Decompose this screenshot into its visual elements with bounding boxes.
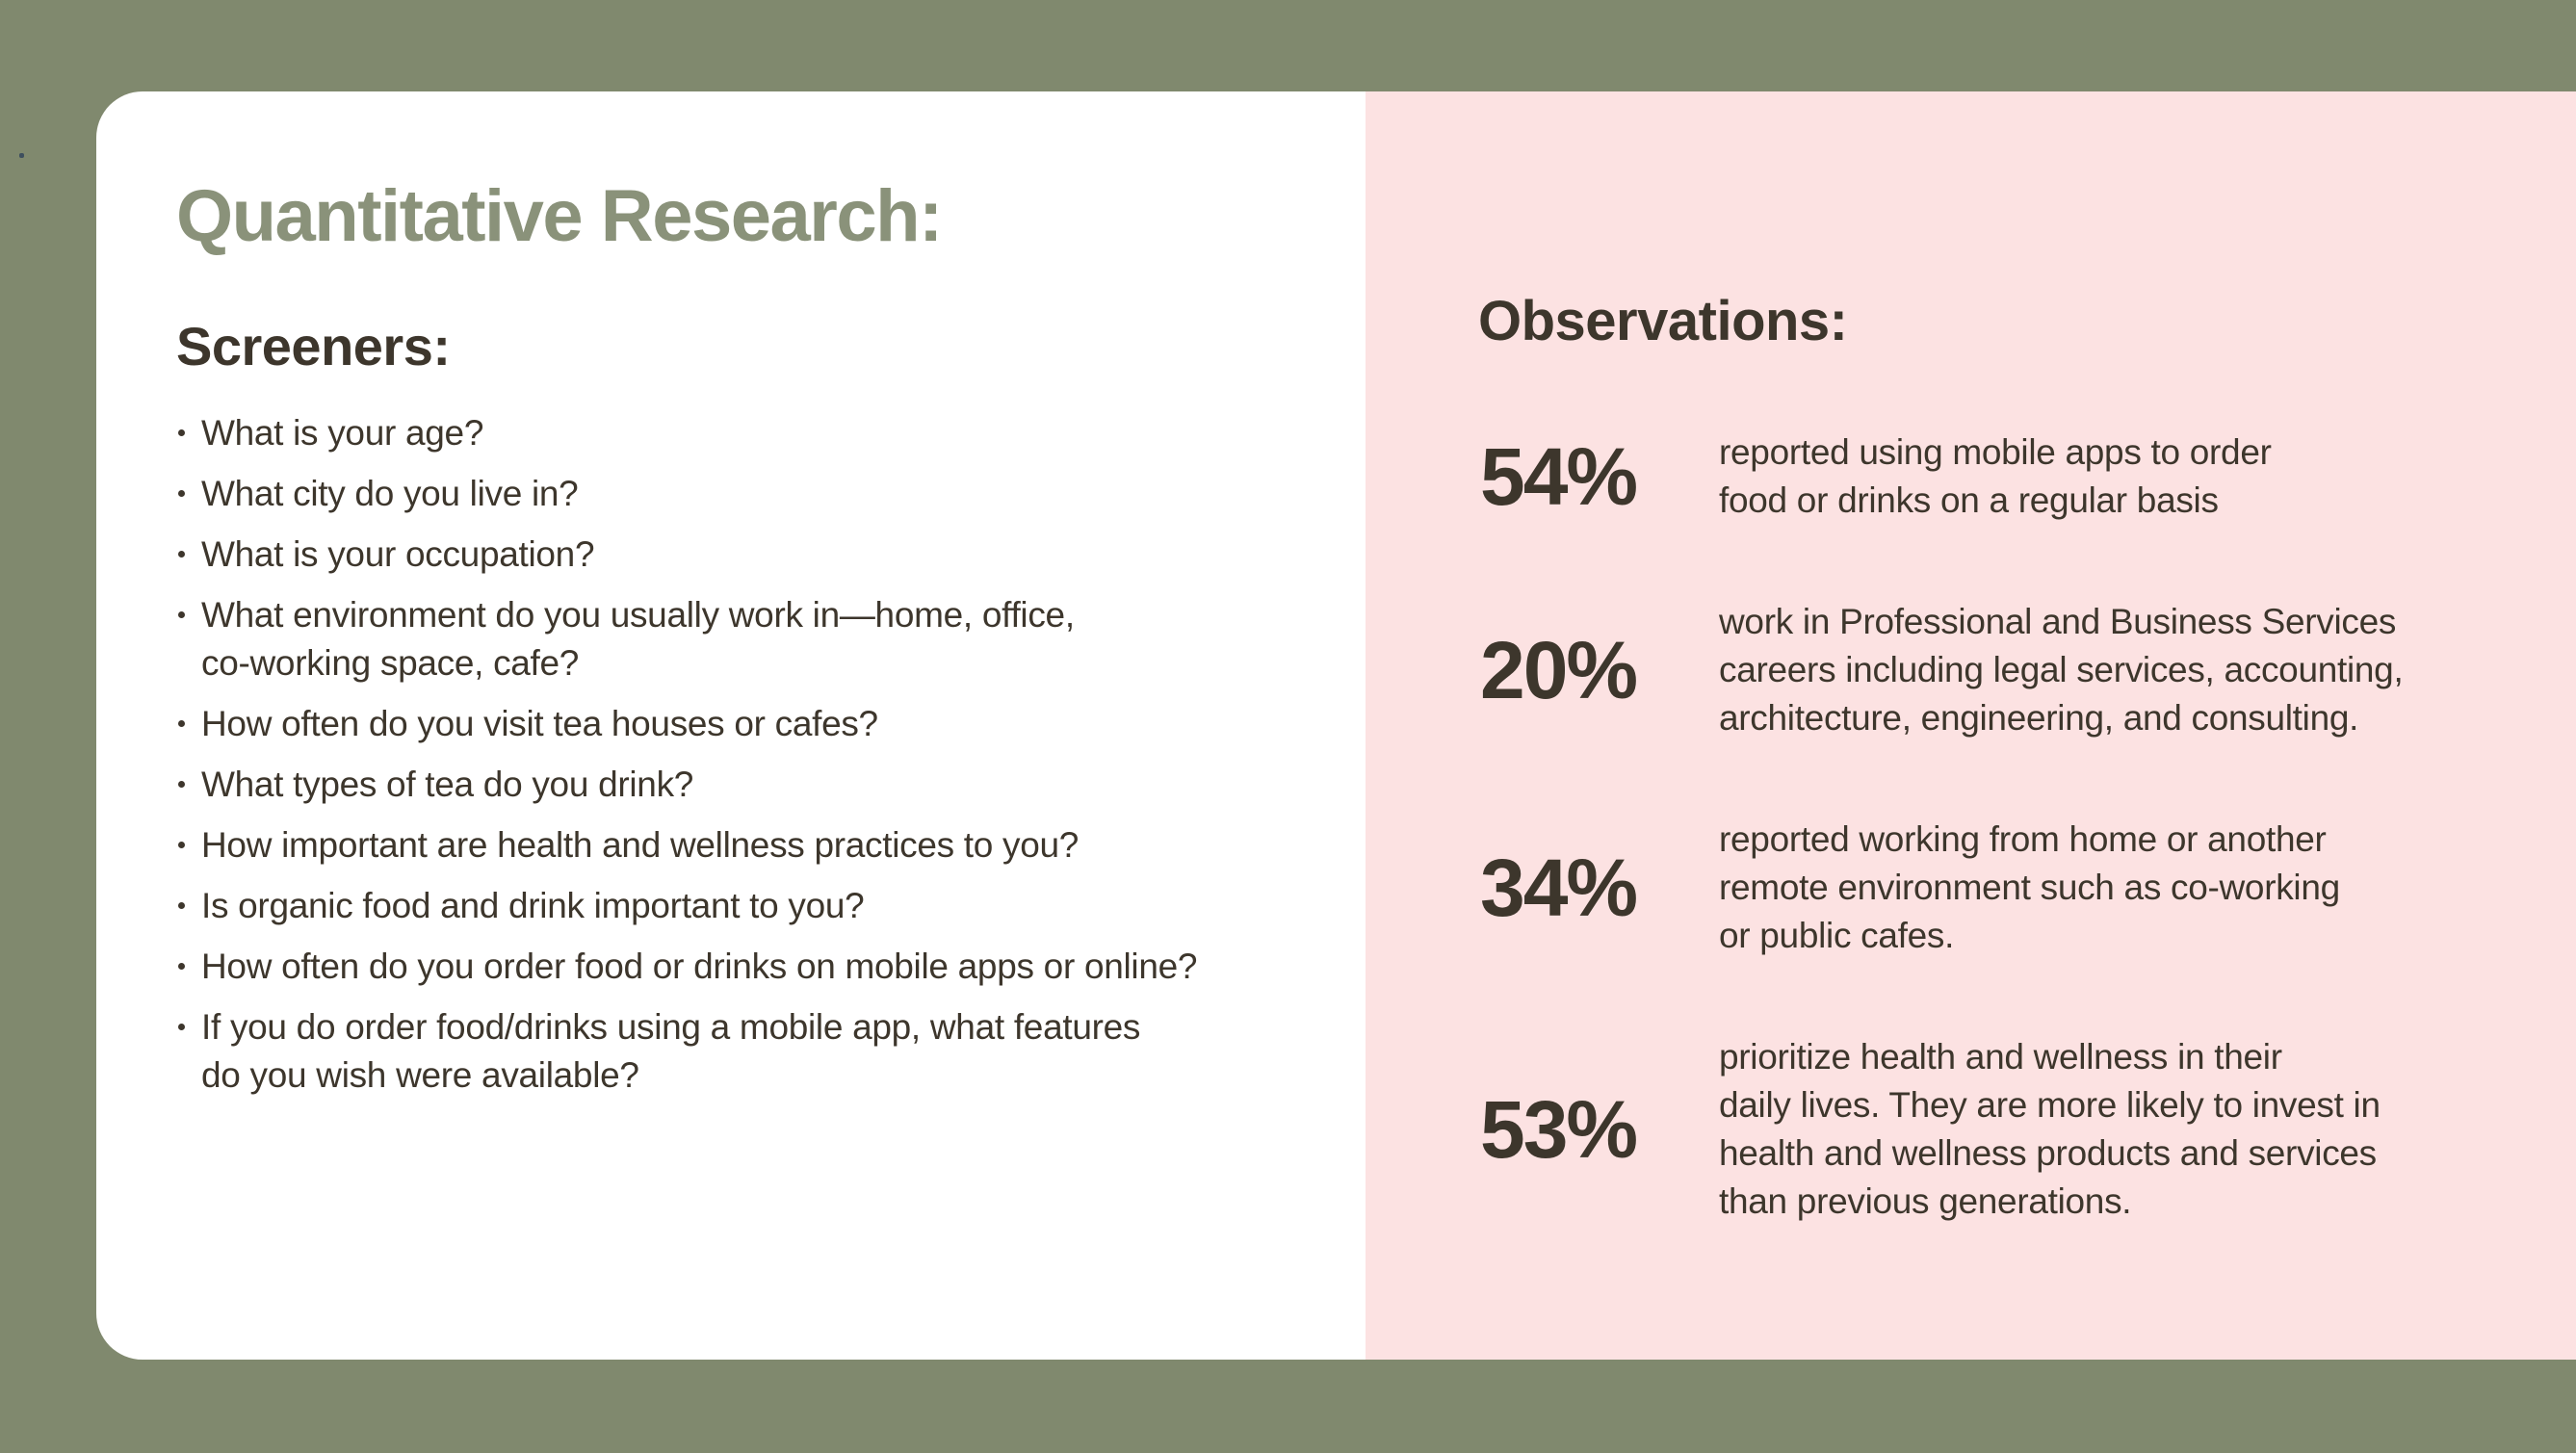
stat-value: 34% [1480, 842, 1638, 933]
stat-row: 20% work in Professional and Business Se… [1480, 598, 2547, 742]
stat-value: 53% [1480, 1083, 1638, 1175]
bullet-item: What is your occupation? [176, 531, 1322, 579]
bullet-item: What environment do you usually work in—… [176, 591, 1322, 688]
bullet-item: How often do you visit tea houses or caf… [176, 700, 1322, 748]
stat-value: 54% [1480, 430, 1638, 522]
bullet-item: Is organic food and drink important to y… [176, 882, 1322, 930]
bullet-dot-icon [178, 611, 185, 618]
bullet-text: What environment do you usually work in—… [201, 595, 1075, 683]
bullet-text: What is your age? [201, 413, 484, 453]
bullet-text: What city do you live in? [201, 474, 579, 513]
stats-list: 54% reported using mobile apps to order … [1480, 428, 2547, 1299]
bullet-dot-icon [178, 1024, 185, 1030]
bullet-item: If you do order food/drinks using a mobi… [176, 1003, 1322, 1100]
screeners-heading: Screeners: [176, 316, 451, 376]
bullet-item: How important are health and wellness pr… [176, 821, 1322, 869]
bullet-item: What city do you live in? [176, 470, 1322, 518]
stat-text: reported working from home or another re… [1719, 819, 2340, 955]
stat-row: 34% reported working from home or anothe… [1480, 816, 2547, 960]
stat-text: work in Professional and Business Servic… [1719, 602, 2404, 738]
bullet-item: What types of tea do you drink? [176, 761, 1322, 809]
bullet-text: If you do order food/drinks using a mobi… [201, 1007, 1141, 1095]
bullet-text: How important are health and wellness pr… [201, 825, 1080, 865]
bullet-dot-icon [178, 720, 185, 727]
bullet-dot-icon [178, 429, 185, 436]
observations-heading: Observations: [1478, 290, 1848, 352]
bullet-dot-icon [178, 551, 185, 558]
content-card: Observations: 54% reported using mobile … [96, 91, 2576, 1360]
stat-value: 20% [1480, 624, 1638, 715]
bullet-dot-icon [178, 902, 185, 909]
slide-title: Quantitative Research: [176, 175, 943, 257]
bullet-text: What types of tea do you drink? [201, 765, 694, 804]
bullet-dot-icon [178, 781, 185, 788]
bullet-text: Is organic food and drink important to y… [201, 886, 865, 925]
stat-text: prioritize health and wellness in their … [1719, 1037, 2381, 1221]
bullet-dot-icon [178, 842, 185, 848]
bullet-text: How often do you visit tea houses or caf… [201, 704, 878, 743]
bullet-text: What is your occupation? [201, 534, 595, 574]
screener-questions-list: What is your age? What city do you live … [176, 409, 1322, 1112]
stray-dot [19, 153, 24, 158]
bullet-text: How often do you order food or drinks on… [201, 947, 1198, 986]
bullet-item: How often do you order food or drinks on… [176, 943, 1322, 991]
bullet-dot-icon [178, 963, 185, 970]
observations-panel: Observations: 54% reported using mobile … [1366, 91, 2576, 1360]
stat-row: 54% reported using mobile apps to order … [1480, 428, 2547, 525]
bullet-dot-icon [178, 490, 185, 497]
bullet-item: What is your age? [176, 409, 1322, 457]
stat-text: reported using mobile apps to order food… [1719, 432, 2272, 520]
stat-row: 53% prioritize health and wellness in th… [1480, 1033, 2547, 1226]
